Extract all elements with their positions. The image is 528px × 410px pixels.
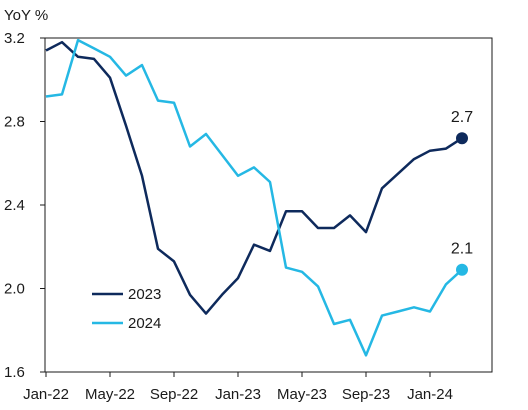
series-line-2023 [45, 40, 463, 315]
y-axis-ticks: 1.6 2.0 2.4 2.8 3.2 [4, 30, 45, 381]
x-tick-label: Jan-24 [407, 386, 453, 403]
x-tick-label: May-22 [85, 386, 135, 403]
end-point-2024 [456, 263, 468, 276]
x-tick-label: Jan-23 [215, 386, 261, 403]
y-tick-label: 2.8 [4, 114, 25, 131]
x-tick-label: Sep-22 [150, 386, 198, 403]
x-tick-label: Sep-23 [342, 386, 390, 403]
y-tick-label: 3.2 [4, 30, 25, 47]
series-line-2024 [45, 38, 463, 357]
y-tick-label: 1.6 [4, 364, 25, 381]
legend: 2023 2024 [92, 286, 161, 332]
end-point-2023 [456, 132, 468, 145]
legend-label-2023: 2023 [128, 286, 161, 303]
x-axis-ticks: Jan-22 May-22 Sep-22 Jan-23 May-23 Sep-23 Jan-… [23, 372, 453, 403]
plot-frame [44, 37, 493, 373]
series-lines: 2.7 2.1 [45, 38, 473, 357]
end-label-2023: 2.7 [451, 109, 473, 126]
y-axis-label: YoY % [4, 7, 48, 24]
y-tick-label: 2.4 [4, 197, 25, 214]
legend-label-2024: 2024 [128, 315, 161, 332]
x-tick-label: Jan-22 [23, 386, 69, 403]
y-tick-label: 2.0 [4, 281, 25, 298]
x-tick-label: May-23 [277, 386, 327, 403]
end-label-2024: 2.1 [451, 241, 473, 258]
